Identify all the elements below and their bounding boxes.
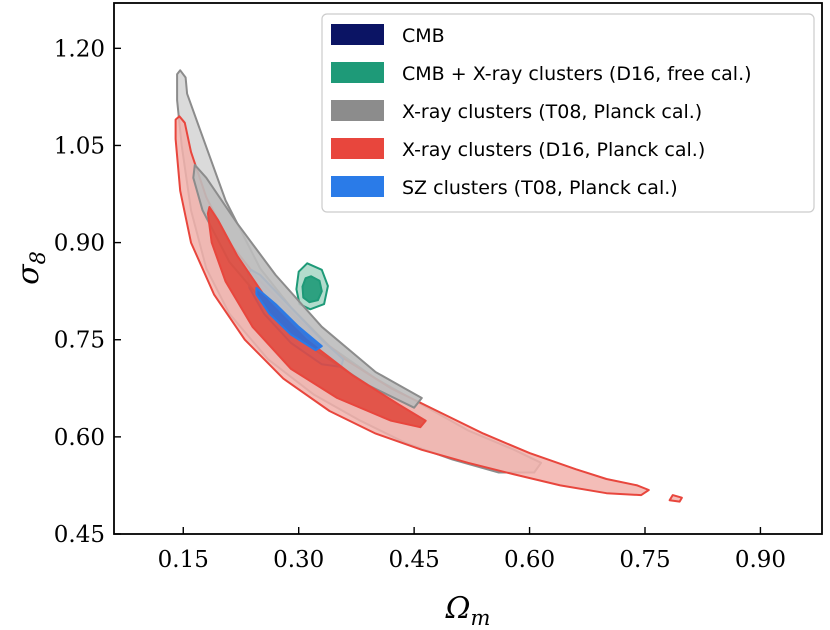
y-tick-label: 0.90 [54,231,105,257]
x-axis-label: Ωm [445,591,491,630]
legend-swatch [331,62,384,83]
legend-swatch [331,24,384,45]
x-axis-label-subscript: m [470,606,490,630]
x-tick-label: 0.90 [735,547,786,573]
legend-entry-label: CMB [402,25,445,47]
contour-inner-series-1-1 [301,275,323,304]
x-tick-label: 0.60 [504,547,555,573]
contour-inner-series-4-1 [255,286,323,352]
y-tick-label: 1.20 [54,36,105,62]
x-axis: 0.15 0.30 0.45 0.60 0.75 0.90 [158,527,786,573]
legend-box [321,13,815,213]
legend-swatch [331,138,384,159]
y-axis-label: σ8 [11,251,50,285]
x-tick-label: 0.75 [619,547,670,573]
y-tick-label: 0.45 [54,522,105,548]
contour-layer [174,69,683,503]
x-tick-label: 0.30 [273,547,324,573]
contour-outer-series-3-1 [668,494,683,503]
plot-frame [113,2,823,535]
y-axis: 0.45 0.60 0.75 0.90 1.05 1.20 [54,36,121,548]
y-tick-label: 1.05 [54,133,105,159]
legend-entry-label: SZ clusters (T08, Planck cal.) [402,177,678,199]
y-axis-label-subscript: 8 [26,251,50,264]
legend-swatch [331,100,384,121]
y-tick-label: 0.75 [54,328,105,354]
y-axis-label-symbol: σ [11,263,46,285]
x-tick-label: 0.45 [389,547,440,573]
legend-entry-label: X-ray clusters (T08, Planck cal.) [402,101,702,123]
legend-entry-label: CMB + X-ray clusters (D16, free cal.) [402,63,752,85]
x-tick-label: 0.15 [158,547,209,573]
contour-inner-series-3-2 [206,206,427,429]
legend: CMB CMB + X-ray clusters (D16, free cal.)… [321,13,815,213]
legend-entry-label: X-ray clusters (D16, Planck cal.) [402,139,705,161]
y-tick-label: 0.60 [54,425,105,451]
x-axis-label-symbol: Ω [445,591,471,626]
legend-swatch [331,176,384,197]
